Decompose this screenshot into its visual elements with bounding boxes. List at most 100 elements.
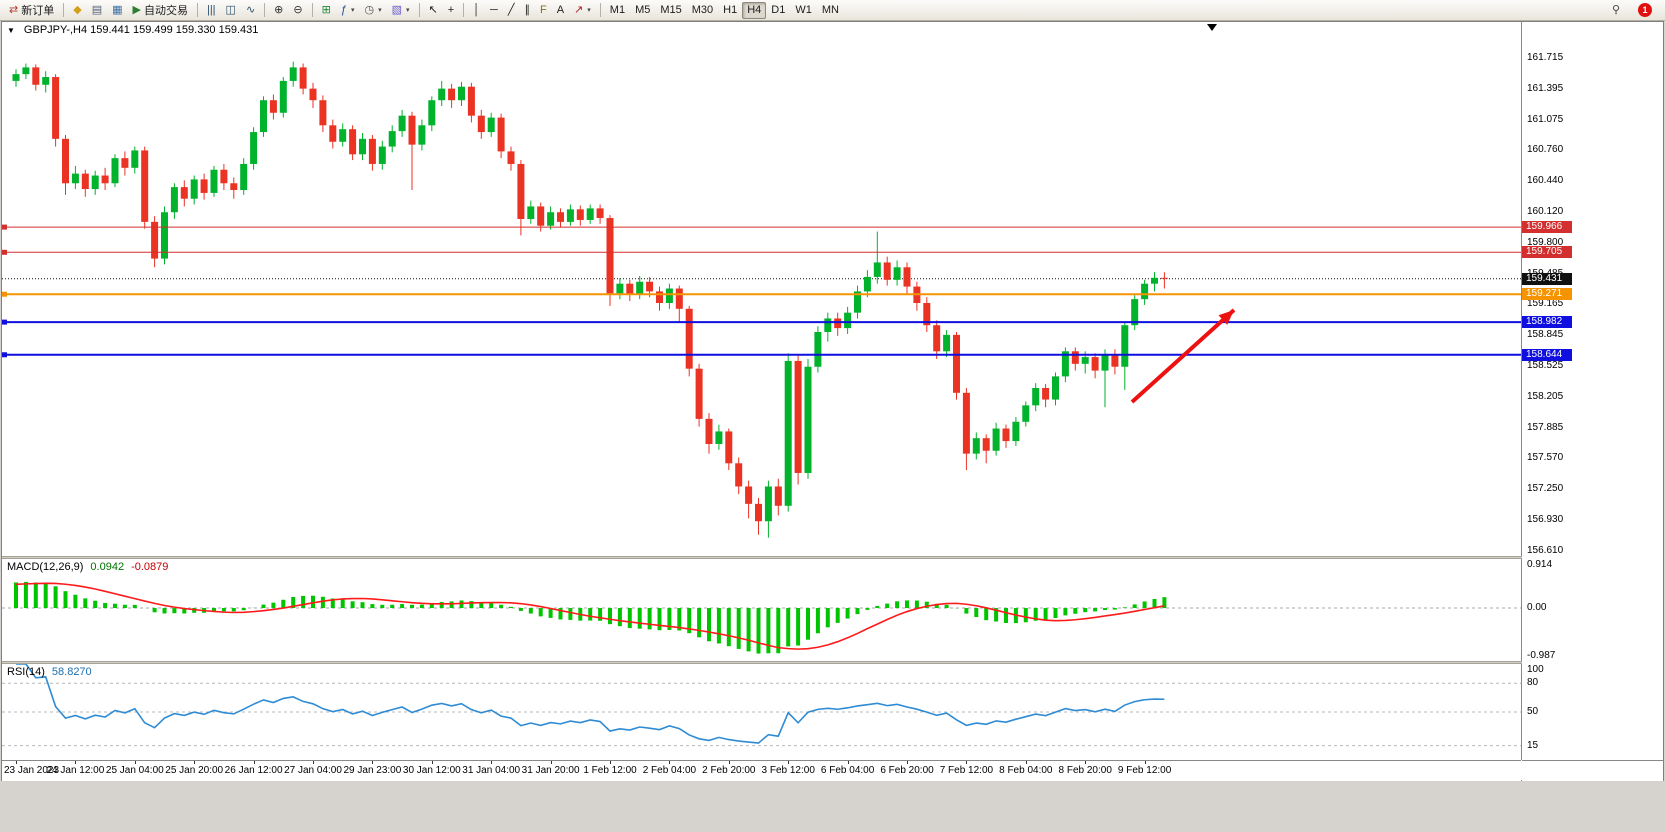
channel-button[interactable]: ∥	[519, 2, 535, 19]
bull-candle	[1151, 277, 1158, 284]
tile-windows-button[interactable]: ⊞	[317, 2, 336, 19]
bar-chart-icon: |||	[206, 3, 216, 16]
horizontal-line-button[interactable]: ─	[485, 2, 503, 19]
trendline-icon: ╱	[507, 3, 515, 16]
timeframe-d1-button[interactable]: D1	[766, 2, 790, 19]
price-axis-label: 161.075	[1527, 114, 1564, 125]
price-axis[interactable]: 161.715 161.395 161.075 160.760 160.440 160.1…	[1522, 22, 1663, 760]
bear-candle	[982, 438, 990, 451]
new-order-button[interactable]: ⇄ 新订单	[4, 2, 59, 19]
support-line-1-price-badge: 158.982	[1522, 316, 1572, 329]
time-axis-label: 26 Jan 12:00	[224, 765, 283, 776]
auto-trading-button[interactable]: ▶ 自动交易	[128, 2, 193, 19]
data-window-button[interactable]: ▦	[107, 2, 127, 19]
arrows-button[interactable]: ↗ ▾	[569, 2, 596, 19]
price-axis-label: 158.845	[1527, 329, 1564, 341]
panel-splitter[interactable]	[2, 556, 1663, 559]
rsi-axis-label: 80	[1527, 677, 1539, 689]
time-axis-label: 7 Feb 12:00	[939, 765, 994, 776]
timeframe-h1-button[interactable]: H1	[718, 2, 742, 19]
bull-candle	[636, 281, 644, 295]
support-line-1-handle[interactable]	[2, 319, 7, 325]
bull-candle	[1141, 283, 1149, 300]
print-button[interactable]: ▤	[87, 2, 107, 19]
vertical-line-button[interactable]: │	[468, 2, 485, 19]
rsi-axis-label: 50	[1527, 706, 1539, 717]
candlestick-type-button[interactable]: ◫	[221, 2, 241, 19]
timeframe-m1-button[interactable]: M1	[605, 2, 630, 19]
bull-candle	[566, 209, 574, 222]
template-icon: ▧	[391, 3, 402, 16]
bull-candle	[527, 206, 535, 219]
price-axis-label: 157.885	[1527, 422, 1564, 434]
line-chart-icon: ∿	[245, 3, 256, 16]
rsi-panel[interactable]: RSI(14) 58.8270	[2, 664, 1522, 760]
crosshair-button[interactable]: +	[443, 2, 459, 19]
macd-axis-label: -0.987	[1527, 650, 1556, 661]
trend-arrow[interactable]	[1130, 308, 1236, 404]
price-axis-label: 157.570	[1527, 452, 1564, 464]
bull-candle	[943, 334, 951, 352]
market-watch-button[interactable]: ◆	[68, 2, 86, 19]
time-axis-label: 2 Feb 04:00	[642, 765, 697, 776]
indicators-button[interactable]: ƒ ▾	[336, 2, 360, 19]
timeframe-w1-button-label: W1	[795, 4, 812, 16]
panel-splitter[interactable]	[2, 661, 1663, 664]
pivot-line-handle[interactable]	[2, 291, 7, 297]
time-axis-tick	[491, 761, 493, 764]
fibonacci-button[interactable]: F	[535, 2, 552, 19]
macd-panel[interactable]: MACD(12,26,9) 0.0942 -0.0879	[2, 559, 1522, 661]
periods-button[interactable]: ◷ ▾	[359, 2, 386, 19]
chevron-down-icon: ▾	[378, 7, 382, 14]
bull-candle	[1131, 299, 1139, 326]
bull-candle	[487, 117, 495, 133]
notification-button[interactable]: 1	[1633, 2, 1657, 19]
search-button[interactable]: ⚲	[1607, 2, 1625, 19]
chart-window: ▼ GBPJPY-,H4 159.441 159.499 159.330 159…	[1, 21, 1664, 781]
timeframe-m30-button[interactable]: M30	[687, 2, 718, 19]
zoom-out-button[interactable]: ⊖	[288, 2, 307, 19]
time-axis-tick	[550, 761, 552, 764]
templates-button[interactable]: ▧ ▾	[387, 2, 415, 19]
time-axis-label: 31 Jan 20:00	[521, 765, 580, 776]
bull-candle	[1012, 421, 1020, 442]
price-chart-panel[interactable]: ▼ GBPJPY-,H4 159.441 159.499 159.330 159…	[2, 22, 1522, 556]
time-axis-label: 27 Jan 04:00	[284, 765, 342, 776]
timeframe-m15-button[interactable]: M15	[655, 2, 686, 19]
resistance-line-1-handle[interactable]	[2, 224, 7, 230]
bear-candle	[1042, 387, 1050, 400]
bear-candle	[685, 308, 693, 369]
resistance-line-2-handle[interactable]	[2, 249, 7, 255]
timeframe-mn-button[interactable]: MN	[817, 2, 844, 19]
text-button[interactable]: A	[552, 2, 569, 19]
bear-candle	[606, 218, 614, 294]
bull-candle	[824, 318, 832, 332]
price-axis-label: 160.120	[1527, 206, 1564, 218]
time-axis-label: 8 Feb 04:00	[999, 765, 1053, 776]
timeframe-m5-button[interactable]: M5	[630, 2, 655, 19]
chevron-down-icon: ▾	[350, 7, 355, 14]
bear-candle	[408, 115, 416, 145]
bull-candle	[438, 88, 446, 101]
bear-candle	[467, 86, 475, 116]
bull-candle	[111, 158, 119, 184]
zoom-in-button[interactable]: ⊕	[269, 2, 288, 19]
bar-chart-type-button[interactable]: |||	[202, 2, 221, 19]
data-window-icon: ▦	[112, 3, 123, 16]
time-axis[interactable]: 23 Jan 2023 24 Jan 12:00 25 Jan 04:00 25 Ja…	[2, 760, 1521, 781]
support-line-2-handle[interactable]	[2, 352, 7, 358]
cursor-button[interactable]: ↖	[424, 2, 443, 19]
rsi-axis-label: 100	[1527, 664, 1544, 675]
chart-shift-marker[interactable]	[1207, 24, 1217, 31]
trendline-button[interactable]: ╱	[503, 2, 520, 19]
bull-candle	[616, 283, 624, 294]
collapse-arrow-icon[interactable]: ▼	[7, 26, 15, 35]
timeframe-w1-button[interactable]: W1	[790, 2, 817, 19]
bear-candle	[220, 169, 228, 184]
bull-candle	[339, 129, 347, 142]
time-axis-label: 23 Jan 2023	[4, 765, 60, 776]
bear-candle	[349, 129, 357, 155]
timeframe-h4-button[interactable]: H4	[742, 1, 767, 19]
line-chart-type-button[interactable]: ∿	[241, 2, 260, 19]
